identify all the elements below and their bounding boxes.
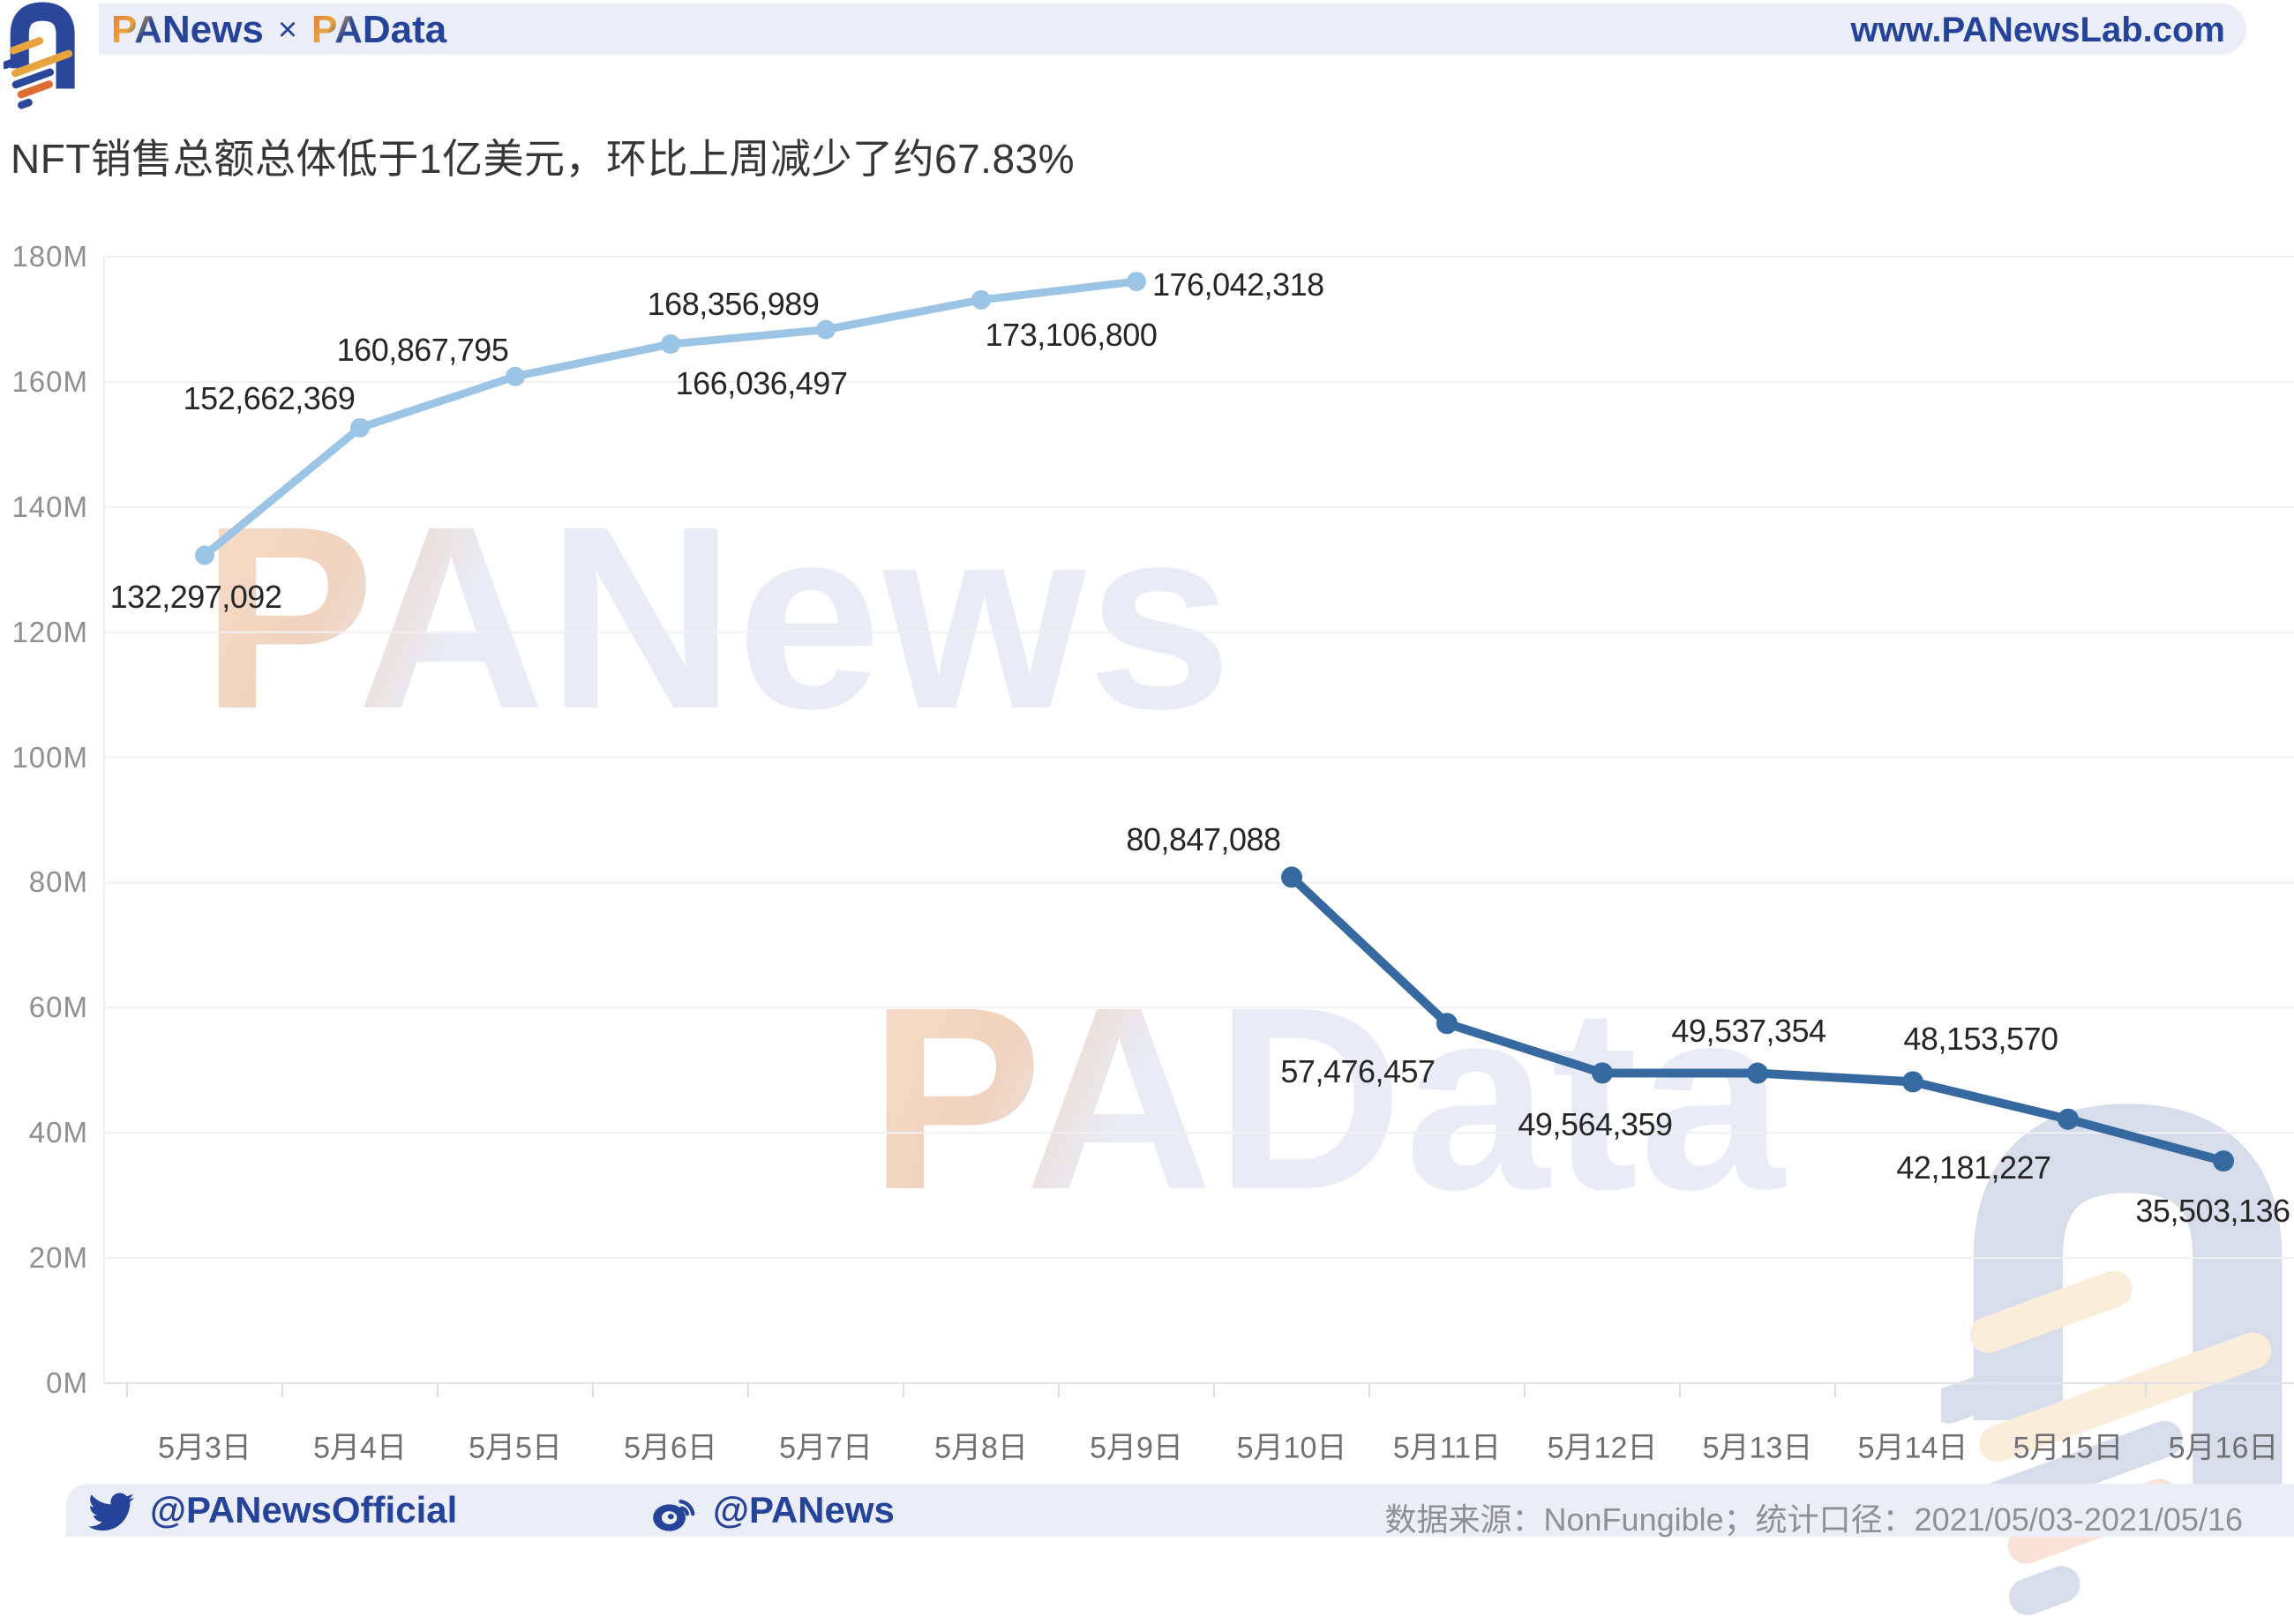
line-chart-plot: [103, 256, 2294, 1397]
week-2-line-marker: [1747, 1062, 1768, 1084]
data-point-label: 132,297,092: [109, 579, 282, 616]
x-axis-label: 5月15日: [2013, 1431, 2124, 1465]
y-axis-label: 100M: [11, 740, 88, 774]
x-axis-label: 5月3日: [158, 1431, 251, 1465]
weibo-handle-item: @PANews: [651, 1489, 895, 1535]
data-point-label: 42,181,227: [1896, 1149, 2051, 1186]
y-axis-label: 120M: [11, 615, 88, 648]
x-axis-label: 5月11日: [1392, 1431, 1502, 1465]
week-2-line-marker: [1902, 1071, 1923, 1093]
weibo-handle-text: @PANews: [713, 1489, 895, 1530]
data-point-label: 57,476,457: [1280, 1053, 1436, 1090]
chart-title: NFT销售总额总体低于1亿美元，环比上周减少了约67.83%: [11, 136, 1076, 182]
brand-padata-pa: PA: [311, 8, 363, 51]
x-axis-label: 5月13日: [1702, 1431, 1813, 1465]
twitter-handle-item: @PANewsOfficial: [88, 1489, 457, 1535]
week-2-line-marker: [2213, 1150, 2234, 1172]
week-1-line-marker: [506, 366, 525, 386]
watermark-panews: PANews: [201, 472, 1234, 763]
x-axis-label: 5月14日: [1857, 1431, 1968, 1465]
y-axis-label: 180M: [11, 240, 88, 273]
week-1-line-marker: [1127, 272, 1146, 292]
brand-lockup: PA News × PA Data: [111, 7, 446, 53]
brand-panews-rest: News: [161, 8, 264, 51]
y-axis-label: 0M: [46, 1366, 88, 1399]
y-axis-label: 160M: [11, 364, 88, 398]
data-point-label: 173,106,800: [985, 316, 1158, 353]
brand-padata-rest: Data: [362, 8, 447, 51]
y-axis-label: 80M: [28, 865, 88, 899]
watermark-padata: PAData: [869, 953, 1787, 1244]
y-axis-label: 40M: [28, 1116, 88, 1149]
y-axis-label: 140M: [11, 490, 88, 523]
y-axis-label: 20M: [28, 1241, 88, 1275]
data-point-label: 35,503,136: [2135, 1193, 2290, 1230]
week-1-line-marker: [816, 319, 836, 340]
data-point-label: 160,867,795: [336, 331, 509, 368]
x-axis-label: 5月6日: [624, 1431, 717, 1465]
data-point-label: 168,356,989: [647, 285, 820, 322]
header-bar: [99, 4, 2246, 55]
brand-panews-pa: PA: [111, 8, 162, 51]
data-point-label: 49,564,359: [1518, 1106, 1673, 1143]
panews-logo-icon: [4, 2, 75, 109]
twitter-icon: [88, 1493, 134, 1531]
data-point-label: 176,042,318: [1152, 266, 1324, 303]
data-point-label: 152,662,369: [183, 379, 356, 416]
x-axis-label: 5月12日: [1547, 1431, 1658, 1465]
data-point-label: 48,153,570: [1903, 1021, 2058, 1058]
week-1-line-marker: [350, 417, 370, 438]
twitter-handle-text: @PANewsOfficial: [150, 1489, 458, 1530]
x-axis-label: 5月9日: [1090, 1431, 1183, 1465]
week-1-line-marker: [971, 289, 991, 310]
week-1-line-marker: [661, 334, 680, 355]
week-2-line-marker: [1592, 1062, 1613, 1084]
week-2-line-marker: [1436, 1013, 1458, 1035]
week-1-line-marker: [195, 545, 214, 565]
x-axis-label: 5月16日: [2168, 1431, 2279, 1465]
data-source-note: 数据来源：NonFungible；统计口径：2021/05/03-2021/05…: [1384, 1501, 2243, 1538]
x-axis-label: 5月7日: [779, 1431, 873, 1465]
x-axis-label: 5月4日: [313, 1431, 407, 1465]
data-point-label: 80,847,088: [1126, 821, 1281, 858]
week-2-line-marker: [2058, 1108, 2079, 1130]
data-point-label: 49,537,354: [1671, 1012, 1826, 1049]
brand-separator: ×: [277, 11, 298, 49]
week-2-line-marker: [1281, 866, 1302, 888]
y-axis-label: 60M: [28, 991, 88, 1024]
x-axis-label: 5月8日: [934, 1431, 1028, 1465]
x-axis-label: 5月5日: [469, 1431, 562, 1465]
site-url: www.PANewsLab.com: [1850, 11, 2225, 49]
weibo-icon: [653, 1499, 695, 1531]
x-axis-label: 5月10日: [1236, 1431, 1347, 1465]
data-point-label: 166,036,497: [675, 365, 848, 402]
